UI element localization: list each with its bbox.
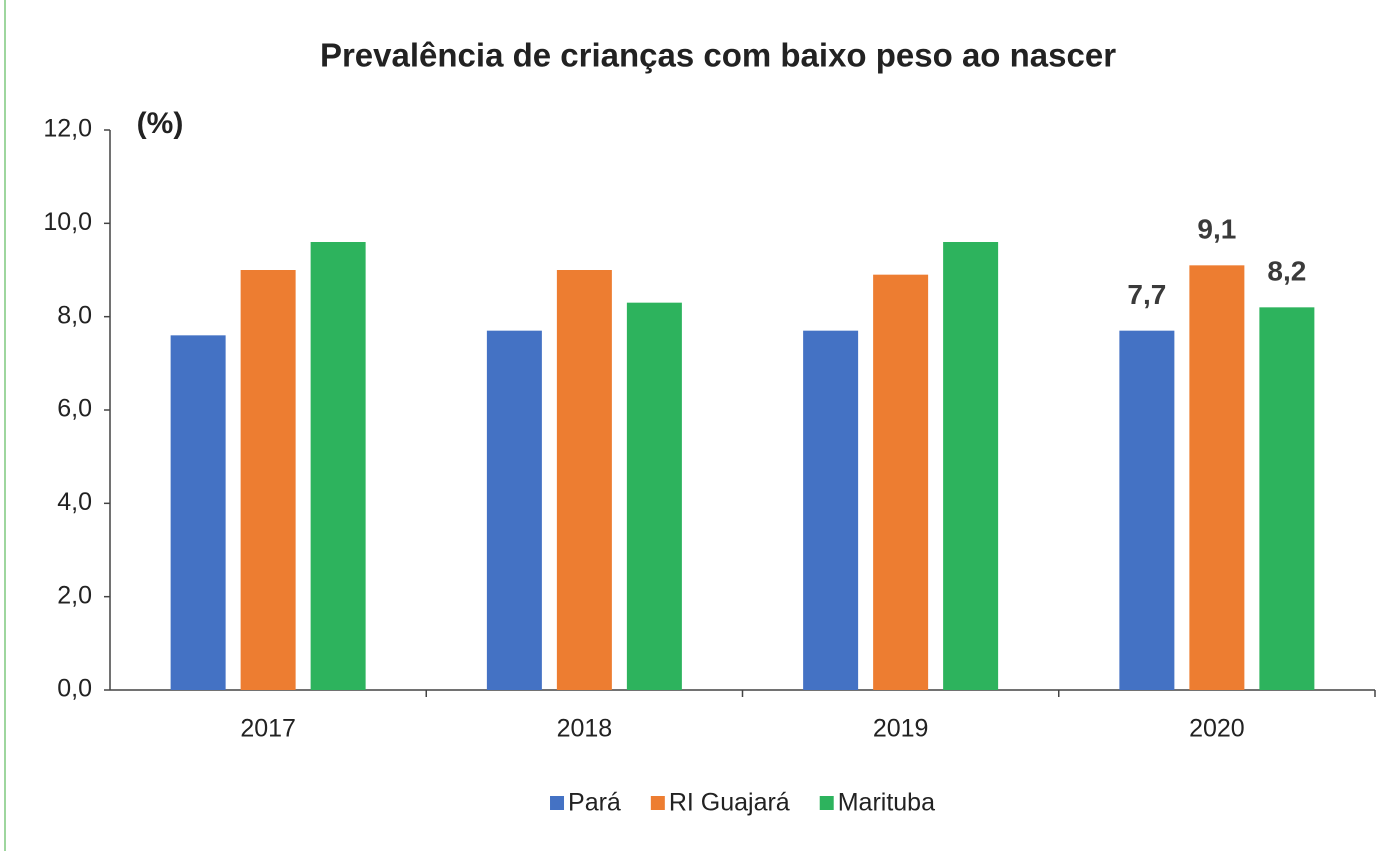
- y-axis-label: (%): [137, 107, 184, 140]
- legend-label: RI Guajará: [669, 789, 790, 817]
- legend-label: Marituba: [838, 789, 935, 817]
- x-tick-label: 2017: [240, 715, 296, 743]
- bar: [803, 330, 859, 690]
- y-tick-label: 2,0: [57, 581, 92, 609]
- y-tick-label: 12,0: [43, 115, 92, 143]
- bar: [943, 242, 999, 690]
- y-tick-label: 6,0: [57, 395, 92, 423]
- y-tick-label: 8,0: [57, 301, 92, 329]
- y-tick-label: 0,0: [57, 675, 92, 703]
- x-tick-label: 2018: [557, 715, 613, 743]
- value-label: 9,1: [1197, 214, 1236, 245]
- legend-swatch: [550, 796, 565, 810]
- bar: [1189, 265, 1245, 690]
- bar: [873, 274, 929, 690]
- bar: [556, 270, 612, 690]
- x-tick-label: 2019: [873, 715, 929, 743]
- chart-title: Prevalência de crianças com baixo peso a…: [320, 37, 1116, 74]
- legend-label: Pará: [568, 789, 621, 817]
- bar: [1259, 307, 1315, 690]
- bar: [1119, 330, 1175, 690]
- value-label: 8,2: [1267, 256, 1306, 287]
- value-label: 7,7: [1127, 279, 1166, 310]
- bar: [486, 330, 542, 690]
- legend-swatch: [650, 796, 665, 810]
- y-tick-label: 10,0: [43, 208, 92, 236]
- legend-swatch: [819, 796, 834, 810]
- bar: [310, 242, 366, 690]
- bar: [170, 335, 226, 690]
- bar: [240, 270, 296, 690]
- y-tick-label: 4,0: [57, 488, 92, 516]
- x-tick-label: 2020: [1189, 715, 1245, 743]
- bar: [626, 302, 682, 690]
